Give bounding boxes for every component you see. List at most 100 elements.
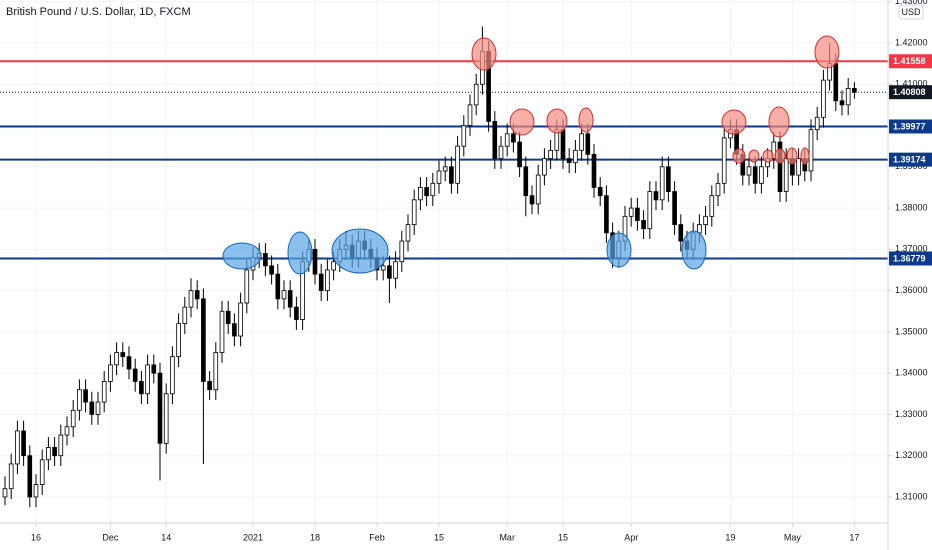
candle-body bbox=[585, 133, 591, 155]
candle-body bbox=[653, 191, 659, 201]
candle-body bbox=[170, 356, 175, 395]
y-tick-label: 1.31000 bbox=[895, 491, 928, 501]
candle-body bbox=[517, 141, 522, 168]
level-label-box bbox=[889, 85, 932, 100]
candle-body bbox=[145, 364, 150, 395]
candle-body bbox=[461, 125, 467, 147]
candle-body bbox=[672, 191, 677, 225]
level-label: 1.39174 bbox=[893, 155, 926, 165]
x-tick-label: Dec bbox=[102, 532, 119, 542]
candle-body bbox=[411, 199, 417, 225]
candle-body bbox=[659, 166, 665, 201]
candle-body bbox=[294, 306, 299, 320]
y-tick-label: 1.42000 bbox=[895, 37, 928, 47]
bottom-marker bbox=[606, 232, 632, 268]
candle-body bbox=[89, 401, 95, 415]
candle-body bbox=[467, 104, 473, 126]
candle-body bbox=[566, 158, 572, 164]
candle-body bbox=[325, 269, 330, 292]
candle-body bbox=[108, 364, 113, 382]
candle-body bbox=[287, 290, 293, 308]
candle-body bbox=[15, 430, 20, 465]
candle-body bbox=[418, 187, 423, 201]
candle-body bbox=[852, 87, 857, 93]
axes: 1.31000 1.32000 1.33000 1.34000 1.35000 1.360… bbox=[31, 0, 932, 542]
candle-body bbox=[58, 434, 64, 457]
candle-body bbox=[721, 137, 727, 184]
candle-body bbox=[746, 166, 752, 176]
candle-body bbox=[504, 133, 510, 147]
candle-body bbox=[387, 265, 392, 279]
candle-body bbox=[8, 463, 14, 490]
candle-body bbox=[120, 352, 126, 358]
top-marker bbox=[471, 37, 497, 71]
candle-body bbox=[771, 141, 777, 159]
candle-body bbox=[635, 207, 640, 221]
level-label-box bbox=[889, 119, 932, 134]
y-tick-label: 1.32000 bbox=[895, 450, 928, 460]
candle-body bbox=[52, 447, 57, 457]
candle-body bbox=[77, 389, 82, 411]
candle-body bbox=[666, 166, 671, 192]
top-marker bbox=[732, 148, 746, 164]
candle-body bbox=[839, 100, 845, 106]
candle-body bbox=[597, 187, 603, 197]
y-tick-label: 1.38000 bbox=[895, 202, 928, 212]
candle-body bbox=[436, 170, 442, 184]
candle-body bbox=[628, 207, 634, 217]
x-tick-label: May bbox=[784, 532, 802, 542]
candle-body bbox=[380, 265, 386, 271]
candle-body bbox=[21, 430, 26, 457]
candle-body bbox=[715, 182, 721, 197]
x-tick-label: Mar bbox=[499, 532, 515, 542]
candle-body bbox=[430, 182, 436, 197]
candle-body bbox=[263, 253, 268, 267]
candle-body bbox=[647, 191, 653, 230]
candle-body bbox=[2, 488, 8, 498]
candle-body bbox=[114, 352, 119, 366]
x-tick-label: 16 bbox=[31, 532, 41, 542]
candle-body bbox=[405, 224, 411, 242]
candle-body bbox=[46, 447, 51, 461]
x-tick-label: 15 bbox=[558, 532, 568, 542]
y-tick-label: 1.33000 bbox=[895, 409, 928, 419]
candle-body bbox=[845, 87, 851, 106]
candle-body bbox=[244, 269, 250, 304]
candle-body bbox=[548, 149, 553, 159]
bottom-marker bbox=[287, 231, 313, 275]
top-marker bbox=[578, 107, 594, 133]
candle-body bbox=[796, 158, 801, 176]
bottom-marker bbox=[681, 230, 707, 270]
candle-body bbox=[207, 381, 212, 391]
candle-body bbox=[151, 364, 157, 374]
candle-body bbox=[269, 265, 274, 275]
x-tick-label: 18 bbox=[310, 532, 320, 542]
candle-body bbox=[424, 187, 429, 197]
candle-body bbox=[560, 129, 566, 159]
candle-body bbox=[275, 273, 281, 300]
candle-body bbox=[814, 116, 820, 131]
candle-body bbox=[821, 79, 826, 118]
bottom-marker bbox=[222, 242, 262, 270]
candle-body bbox=[225, 310, 231, 325]
candle-body bbox=[833, 63, 839, 102]
candle-body bbox=[39, 459, 45, 485]
currency-box[interactable] bbox=[898, 4, 924, 20]
x-tick-label: Feb bbox=[369, 532, 385, 542]
level-label-box bbox=[889, 152, 932, 167]
top-marker bbox=[800, 147, 810, 165]
x-tick-label: Apr bbox=[624, 532, 638, 542]
candle-body bbox=[752, 166, 758, 184]
y-tick-label: 1.36000 bbox=[895, 285, 928, 295]
candle-body bbox=[573, 149, 578, 164]
level-label: 1.36779 bbox=[893, 253, 926, 263]
candle-body bbox=[163, 393, 169, 444]
candle-body bbox=[95, 401, 101, 415]
candle-body bbox=[201, 298, 206, 382]
level-label: 1.40808 bbox=[893, 87, 926, 97]
candle-body bbox=[473, 83, 479, 106]
candle-body bbox=[511, 133, 516, 143]
candle-body bbox=[33, 484, 39, 498]
